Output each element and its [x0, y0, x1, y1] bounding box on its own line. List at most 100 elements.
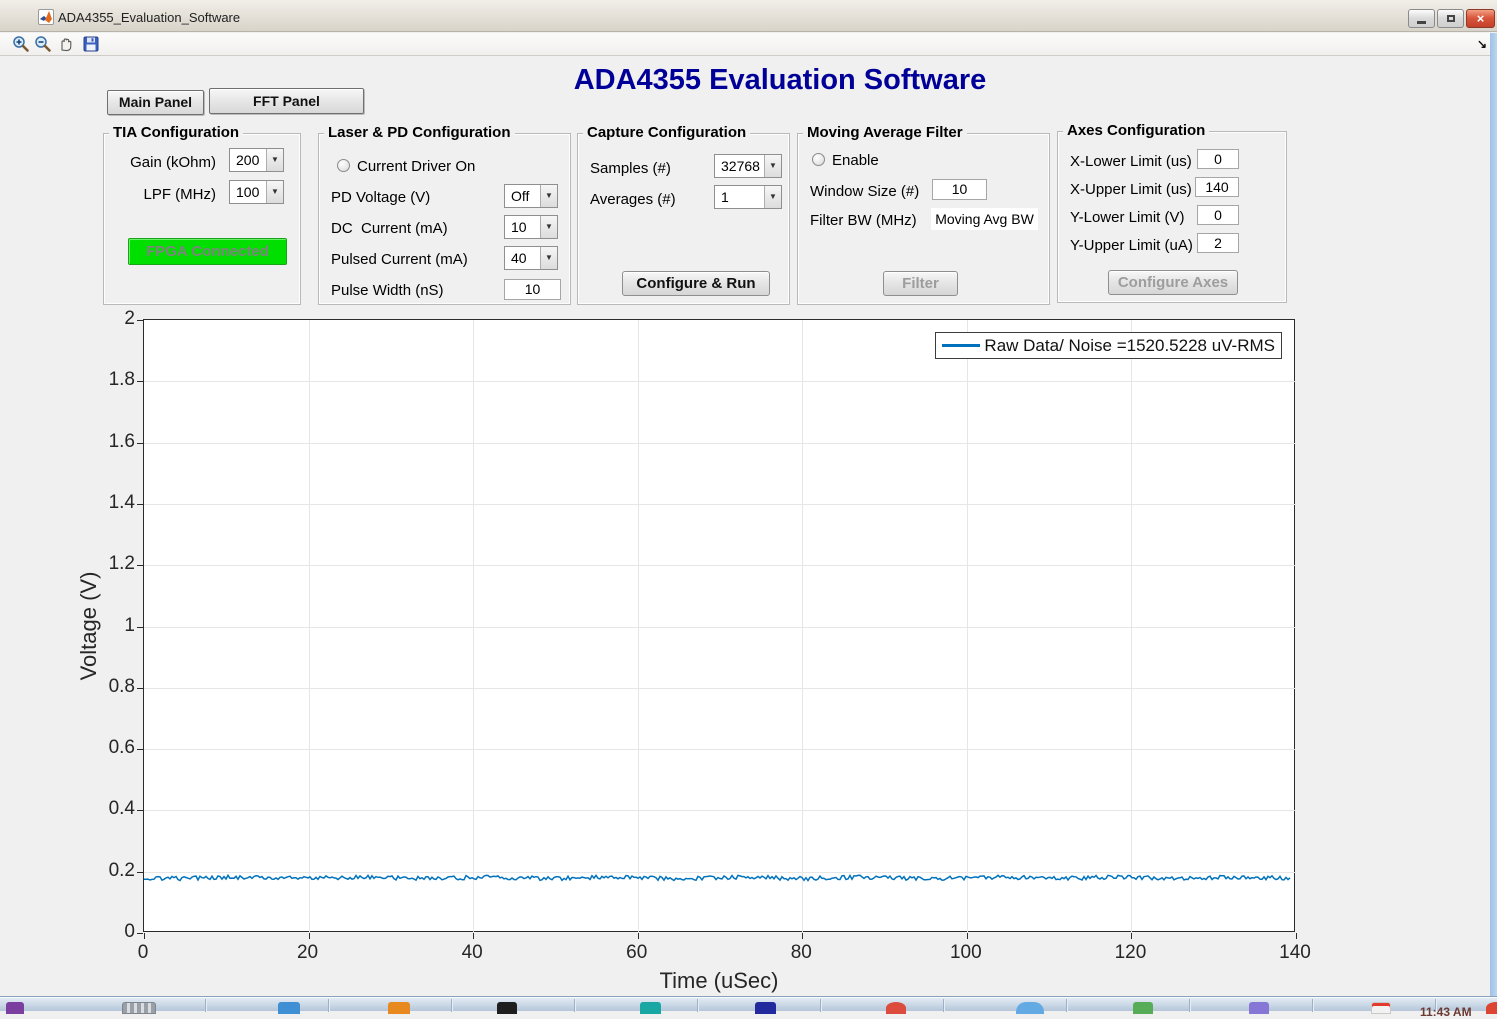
- x-tick: [802, 933, 804, 939]
- taskbar-app-2[interactable]: [278, 1002, 300, 1014]
- taskbar-separator: [697, 999, 698, 1012]
- x-tick-label: 0: [137, 942, 149, 963]
- taskbar-app-12[interactable]: [1486, 1002, 1497, 1014]
- enable-label: Enable: [832, 152, 879, 169]
- taskbar-separator: [1435, 999, 1436, 1012]
- taskbar-app-11[interactable]: [1371, 1002, 1391, 1014]
- x-lower-limit-field[interactable]: 0: [1197, 149, 1239, 169]
- taskbar-app-6[interactable]: [755, 1002, 776, 1014]
- chevron-down-icon: ▼: [266, 181, 283, 203]
- gain-dropdown[interactable]: 200 ▼: [229, 148, 284, 172]
- taskbar-separator: [943, 999, 944, 1012]
- taskbar-app-4[interactable]: [497, 1002, 517, 1014]
- lpf-label: LPF (MHz): [143, 186, 217, 203]
- taskbar-app-3[interactable]: [388, 1002, 410, 1014]
- pd-voltage-dropdown[interactable]: Off ▼: [504, 184, 558, 208]
- save-icon[interactable]: [82, 35, 100, 53]
- averages-dropdown[interactable]: 1 ▼: [714, 185, 782, 209]
- taskbar-separator: [451, 999, 452, 1012]
- taskbar-app-8[interactable]: [1016, 1002, 1044, 1014]
- pan-hand-icon[interactable]: [57, 35, 75, 53]
- tia-configuration-panel: TIA Configuration Gain (kOhm) 200 ▼ LPF …: [103, 124, 301, 305]
- minimize-button[interactable]: [1408, 9, 1435, 28]
- y-tick-label: 1: [124, 614, 135, 636]
- filter-bw-label: Filter BW (MHz): [810, 212, 917, 229]
- y-tick-label: 1.4: [108, 491, 135, 513]
- dc-current-dropdown[interactable]: 10 ▼: [504, 215, 558, 239]
- y-tick-label: 1.2: [108, 553, 135, 575]
- enable-filter-radio[interactable]: [812, 153, 825, 166]
- y-tick-label: 0: [124, 921, 135, 942]
- y-tick-label: 0.6: [108, 737, 135, 759]
- averages-label: Averages (#): [590, 191, 676, 208]
- pulsed-current-label: Pulsed Current (mA): [331, 251, 468, 268]
- configure-run-button[interactable]: Configure & Run: [622, 271, 770, 296]
- taskbar-app-5[interactable]: [640, 1002, 661, 1014]
- taskbar-app-keyboard[interactable]: [122, 1002, 156, 1014]
- zoom-in-icon[interactable]: [12, 35, 30, 53]
- configure-axes-button[interactable]: Configure Axes: [1108, 270, 1238, 295]
- chevron-down-icon: ▼: [266, 149, 283, 171]
- plot-area[interactable]: Raw Data/ Noise =1520.5228 uV-RMS: [137, 319, 1297, 939]
- x-gridline: [1131, 320, 1133, 933]
- y-lower-limit-field[interactable]: 0: [1197, 205, 1239, 225]
- x-tick: [966, 933, 968, 939]
- y-tick: [137, 749, 143, 751]
- x-tick: [308, 933, 310, 939]
- pulse-width-label: Pulse Width (nS): [331, 282, 444, 299]
- fft-panel-button[interactable]: FFT Panel: [209, 88, 364, 114]
- taskbar-separator: [1312, 999, 1313, 1012]
- taskbar-separator: [1066, 999, 1067, 1012]
- zoom-out-icon[interactable]: [34, 35, 52, 53]
- x-axis-label: Time (uSec): [659, 968, 779, 993]
- y-tick: [137, 381, 143, 383]
- y-gridline: [144, 442, 1296, 444]
- current-driver-radio[interactable]: [337, 159, 350, 172]
- pulse-width-field[interactable]: 10: [504, 279, 561, 300]
- taskbar-app-10[interactable]: [1249, 1002, 1269, 1014]
- x-tick: [473, 933, 475, 939]
- lpf-dropdown[interactable]: 100 ▼: [229, 180, 284, 204]
- x-gridline: [308, 320, 310, 933]
- taskbar-app-7[interactable]: [886, 1002, 906, 1014]
- y-tick-label: 0.2: [108, 859, 135, 881]
- taskbar-clock: 11:43 AM: [1420, 1005, 1472, 1019]
- panel-title: Laser & PD Configuration: [324, 124, 515, 141]
- toolbar-overflow-arrow[interactable]: ↘: [1477, 37, 1488, 51]
- x-upper-limit-field[interactable]: 140: [1195, 177, 1239, 197]
- windows-taskbar: 11:43 AM: [0, 996, 1497, 1019]
- dc-current-label: DC Current (mA): [331, 220, 448, 237]
- panel-title: Axes Configuration: [1063, 122, 1210, 139]
- taskbar-app-1[interactable]: [6, 1002, 24, 1014]
- y-upper-limit-label: Y-Upper Limit (uA): [1070, 237, 1193, 254]
- restore-button[interactable]: [1437, 9, 1464, 28]
- y-gridline: [144, 565, 1296, 567]
- samples-label: Samples (#): [590, 160, 671, 177]
- x-tick: [1131, 933, 1133, 939]
- close-button[interactable]: ×: [1466, 9, 1495, 28]
- pulsed-current-dropdown[interactable]: 40 ▼: [504, 246, 558, 270]
- window-size-label: Window Size (#): [810, 183, 920, 200]
- taskbar-app-9[interactable]: [1133, 1002, 1153, 1014]
- x-tick: [1296, 933, 1297, 939]
- legend[interactable]: Raw Data/ Noise =1520.5228 uV-RMS: [935, 332, 1282, 359]
- samples-dropdown[interactable]: 32768 ▼: [714, 154, 782, 178]
- main-panel-button[interactable]: Main Panel: [107, 90, 204, 115]
- x-tick-label: 100: [949, 942, 982, 963]
- window-size-field[interactable]: 10: [932, 179, 987, 200]
- gain-label: Gain (kOhm): [130, 154, 216, 171]
- chevron-down-icon: ▼: [540, 185, 557, 207]
- filter-button[interactable]: Filter: [883, 271, 958, 296]
- x-gridline: [802, 320, 804, 933]
- y-gridline: [144, 626, 1296, 628]
- x-tick: [637, 933, 639, 939]
- y-tick-label: 0.4: [108, 798, 135, 820]
- axes-configuration-panel: Axes Configuration X-Lower Limit (us) 0 …: [1057, 122, 1287, 303]
- taskbar-separator: [1189, 999, 1190, 1012]
- fpga-connected-button[interactable]: FPGA Connected: [128, 238, 287, 265]
- y-gridline: [144, 503, 1296, 505]
- x-tick-label: 60: [626, 942, 648, 963]
- y-upper-limit-field[interactable]: 2: [1197, 233, 1239, 253]
- panel-title: Capture Configuration: [583, 124, 751, 141]
- y-tick: [137, 871, 143, 873]
